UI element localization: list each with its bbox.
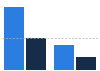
Bar — [54, 45, 74, 70]
Bar — [4, 7, 24, 70]
Bar — [26, 38, 46, 70]
Bar — [76, 57, 96, 70]
